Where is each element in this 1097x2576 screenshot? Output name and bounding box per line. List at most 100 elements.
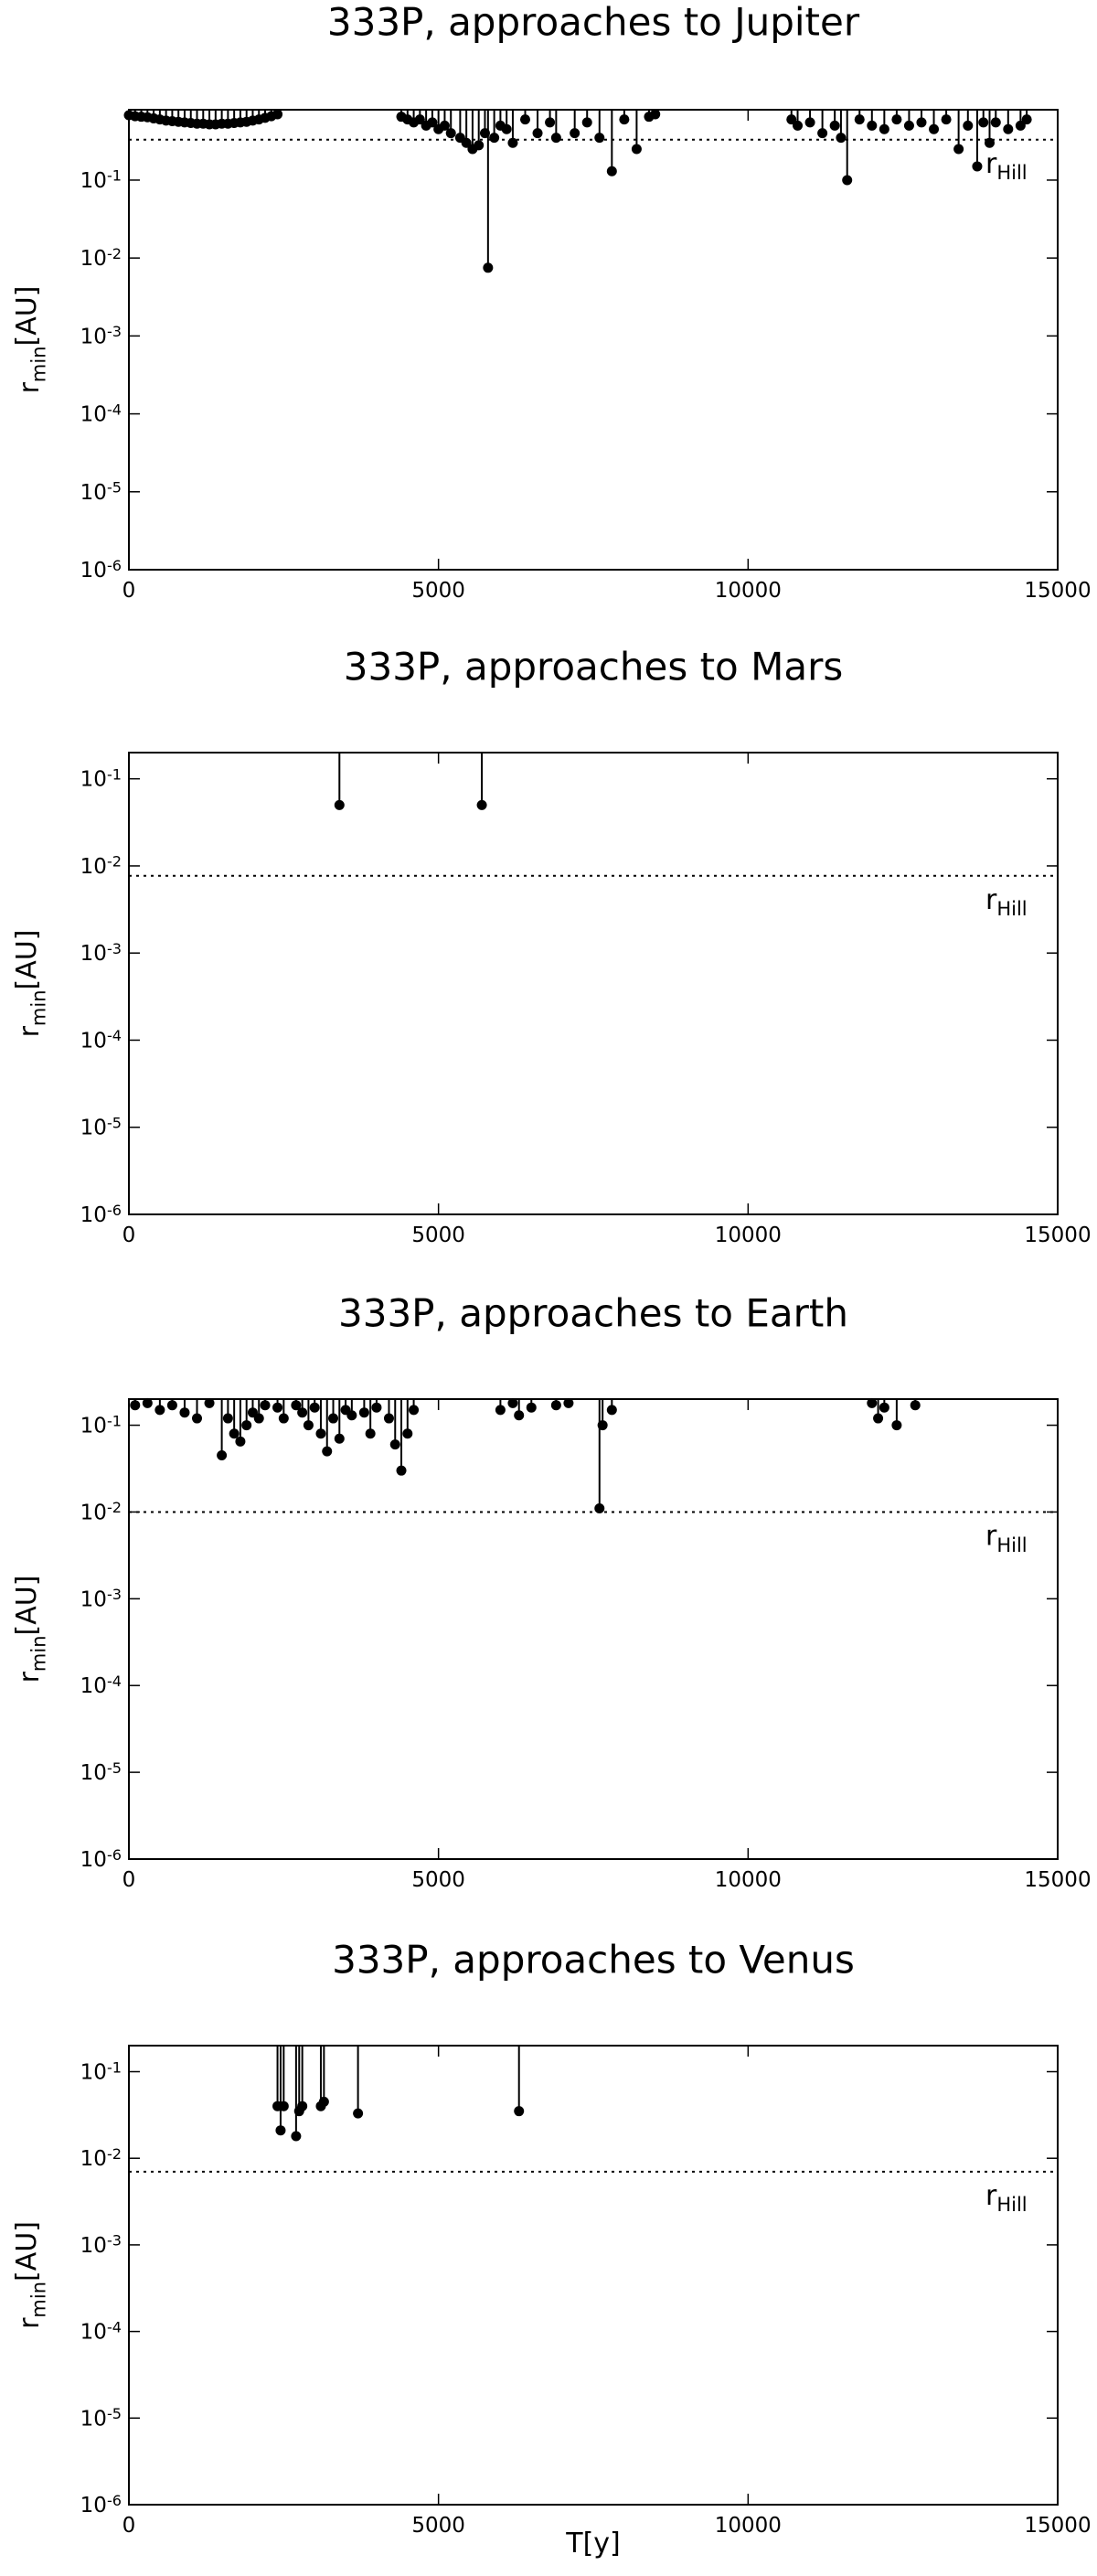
y-tick-label: 10-3 <box>80 940 122 966</box>
point <box>222 1413 233 1424</box>
point <box>550 133 561 144</box>
point <box>594 133 605 144</box>
y-tick-label: 10-3 <box>80 2232 122 2258</box>
plot-frame <box>128 752 1059 1215</box>
hill-label: rHill <box>985 2180 1028 2216</box>
point <box>427 117 438 128</box>
y-tick-label: 10-1 <box>80 1412 122 1438</box>
chart-title: 333P, approaches to Mars <box>344 645 843 689</box>
point <box>402 1428 413 1439</box>
point <box>235 1436 246 1447</box>
chart-panel: 333P, approaches to Jupiter 10-6 10-5 10-4 1… <box>11 0 1092 603</box>
point <box>873 1413 884 1424</box>
point <box>383 1413 394 1424</box>
point <box>563 1397 574 1408</box>
y-tick-label: 10-4 <box>80 401 122 426</box>
point <box>916 117 927 128</box>
y-axis-label: rmin[AU] <box>11 2221 50 2329</box>
point <box>166 1400 177 1411</box>
y-tick-label: 10-2 <box>80 1499 122 1524</box>
y-tick-label: 10-4 <box>80 1673 122 1698</box>
point <box>358 1407 369 1418</box>
point <box>507 1397 518 1408</box>
y-tick-label: 10-4 <box>80 1027 122 1053</box>
chart-title: 333P, approaches to Jupiter <box>327 0 860 45</box>
point <box>963 120 974 131</box>
point <box>879 1402 889 1413</box>
x-tick-label: 0 <box>122 2514 136 2538</box>
point <box>309 1402 320 1413</box>
point <box>514 2106 525 2117</box>
x-tick-label: 10000 <box>715 579 782 603</box>
point <box>941 114 952 125</box>
point <box>291 2131 302 2142</box>
plot-frame <box>128 2045 1059 2506</box>
point <box>854 114 865 125</box>
y-tick-label: 10-5 <box>80 1114 122 1139</box>
point <box>1003 123 1014 134</box>
y-axis-label: rmin[AU] <box>11 286 50 394</box>
x-tick-label: 10000 <box>715 1868 782 1892</box>
point <box>519 114 530 125</box>
point <box>570 128 580 139</box>
y-tick-label: 10-5 <box>80 2405 122 2431</box>
chart-title: 333P, approaches to Venus <box>332 1938 855 1983</box>
plot-frame <box>128 1398 1059 1860</box>
point <box>318 2096 329 2107</box>
point <box>984 137 995 148</box>
point <box>495 1405 506 1416</box>
point <box>353 2108 364 2119</box>
y-tick-label: 10-6 <box>80 1846 122 1872</box>
point <box>272 1402 283 1413</box>
point <box>241 1420 252 1431</box>
point <box>229 1428 240 1439</box>
point <box>409 1405 420 1416</box>
chart-panel: 333P, approaches to Earth 10-6 10-5 10-4 10-… <box>11 1291 1092 1893</box>
point <box>606 166 617 176</box>
point <box>929 123 940 134</box>
y-tick-label: 10-3 <box>80 1586 122 1611</box>
x-tick-label: 15000 <box>1024 579 1091 603</box>
x-tick-label: 0 <box>122 1868 136 1892</box>
point <box>526 1402 537 1413</box>
point <box>489 133 500 144</box>
x-tick-label: 15000 <box>1024 1224 1091 1247</box>
point <box>328 1413 339 1424</box>
point <box>445 128 456 139</box>
point <box>297 1407 308 1418</box>
point <box>483 262 494 273</box>
point <box>1015 120 1026 131</box>
point <box>275 2125 286 2136</box>
point <box>903 120 914 131</box>
point <box>389 1439 400 1450</box>
point <box>619 114 630 125</box>
point <box>501 123 512 134</box>
x-tick-label: 5000 <box>411 579 465 603</box>
point <box>291 1400 302 1411</box>
point <box>606 1405 617 1416</box>
x-tick-label: 10000 <box>715 1224 782 1247</box>
point <box>414 114 425 125</box>
x-axis-label: T[y] <box>565 2528 621 2560</box>
hill-label: rHill <box>985 884 1028 920</box>
y-tick-label: 10-5 <box>80 1759 122 1785</box>
point <box>842 175 853 186</box>
x-tick-label: 5000 <box>411 1224 465 1247</box>
point <box>476 799 487 810</box>
point <box>581 117 592 128</box>
point <box>260 1400 271 1411</box>
point <box>461 137 472 148</box>
hill-label: rHill <box>985 148 1028 184</box>
x-tick-label: 5000 <box>411 1868 465 1892</box>
point <box>322 1446 333 1457</box>
point <box>597 1420 608 1431</box>
point <box>972 161 983 172</box>
point <box>990 117 1001 128</box>
point <box>891 1420 902 1431</box>
point <box>439 120 450 131</box>
point <box>204 1397 215 1408</box>
point <box>507 137 518 148</box>
point <box>817 128 828 139</box>
y-axis-label: rmin[AU] <box>11 930 50 1038</box>
point <box>334 799 345 810</box>
